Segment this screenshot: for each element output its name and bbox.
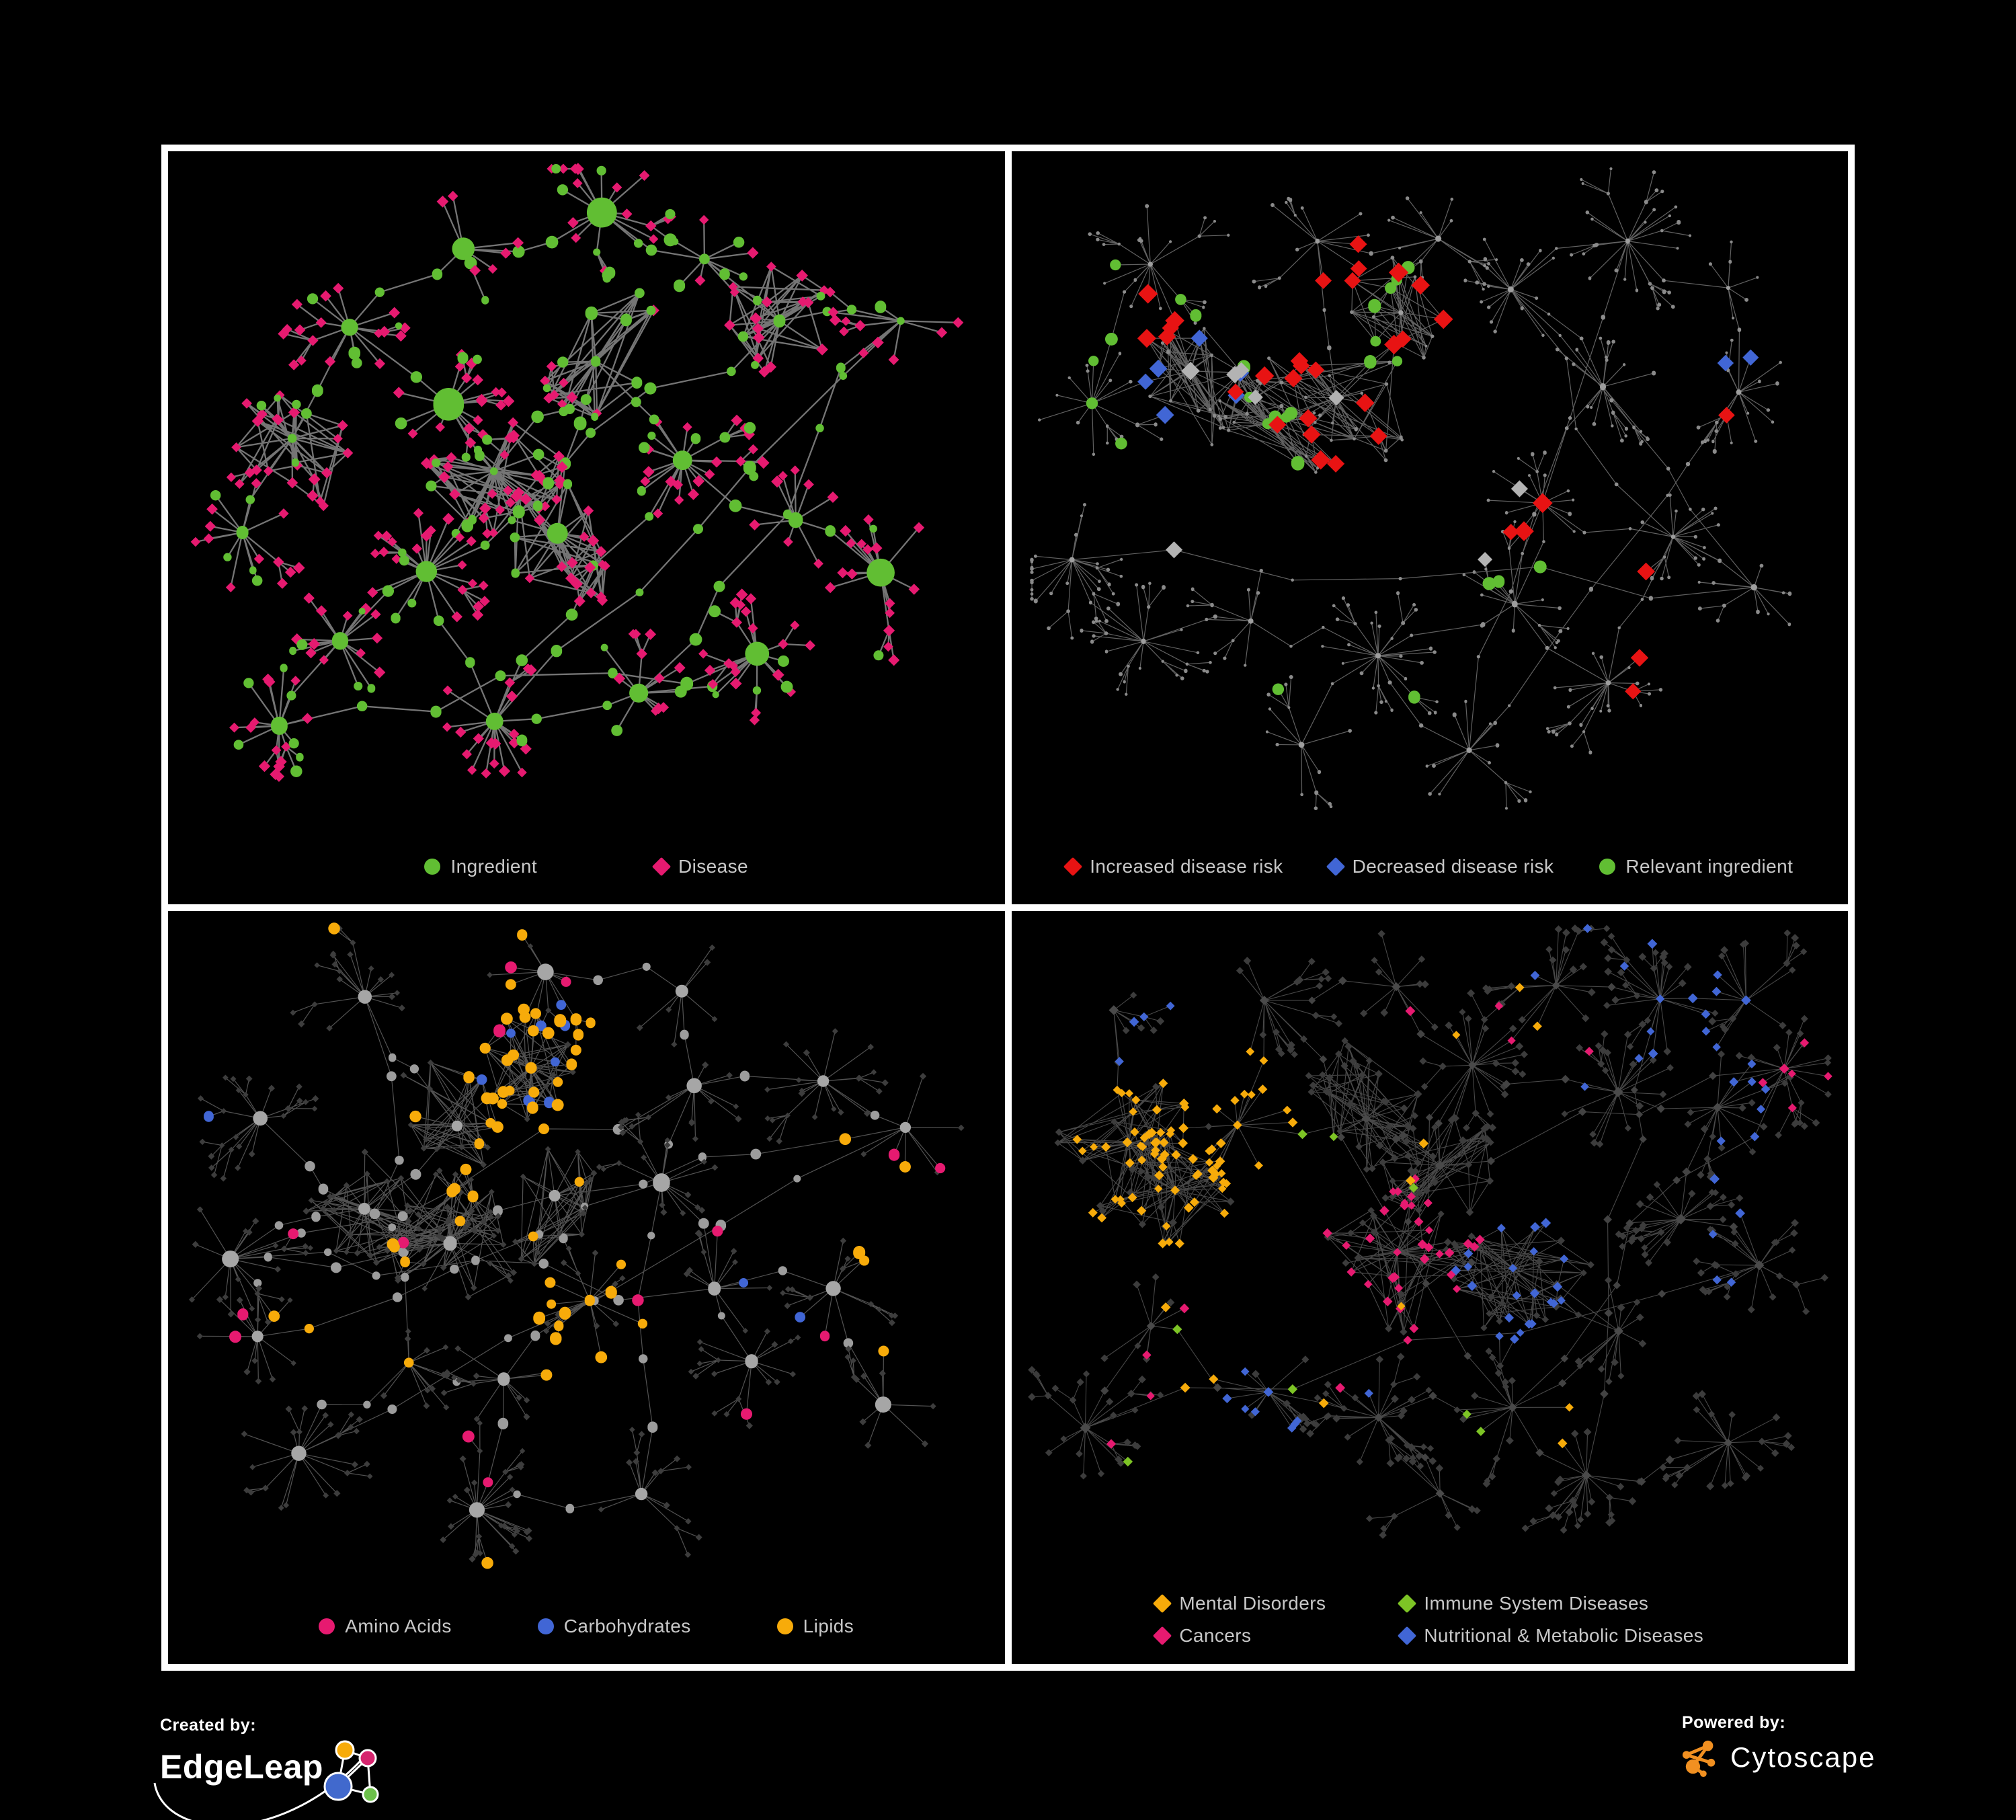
cancers-marker-icon	[1153, 1626, 1172, 1646]
edgeleap-brand-text: EdgeLeap	[160, 1748, 323, 1786]
network-graph-nutrient-classes	[188, 922, 965, 1569]
legend-nutrient-classes: Amino Acids Carbohydrates Lipids	[168, 1616, 1005, 1637]
legend-label: Relevant ingredient	[1625, 856, 1793, 877]
edgeleap-network-icon	[323, 1740, 379, 1803]
legend-label: Disease	[678, 856, 748, 877]
lipids-marker-icon	[776, 1618, 793, 1634]
legend-ingredient-disease: Ingredient Disease	[168, 856, 1005, 877]
cytoscape-icon	[1682, 1740, 1716, 1777]
legend-item-decreased-risk: Decreased disease risk	[1326, 856, 1554, 877]
legend-label: Decreased disease risk	[1352, 856, 1554, 877]
carbohydrates-marker-icon	[537, 1618, 554, 1634]
mental-disorders-marker-icon	[1153, 1593, 1172, 1614]
legend-item-disease: Disease	[651, 856, 748, 877]
decreased-risk-marker-icon	[1326, 857, 1345, 877]
increased-risk-marker-icon	[1063, 857, 1083, 877]
legend-item-lipids: Lipids	[776, 1616, 854, 1637]
disease-marker-icon	[651, 857, 672, 877]
legend-label: Carbohydrates	[563, 1616, 691, 1636]
nutritional-metabolic-marker-icon	[1398, 1626, 1417, 1646]
edgeleap-logo: Created by: EdgeLeap	[153, 1716, 387, 1820]
legend-disease-categories: Mental Disorders Immune System Diseases …	[1012, 1593, 1849, 1647]
relevant-ingredient-marker-icon	[1599, 859, 1616, 875]
legend-label: Increased disease risk	[1090, 856, 1283, 877]
network-graph-disease-categories	[1027, 924, 1832, 1539]
powered-by-label: Powered by:	[1682, 1713, 1786, 1732]
network-panel-ingredient-disease: Ingredient Disease	[168, 151, 1005, 904]
immune-system-diseases-marker-icon	[1398, 1593, 1417, 1614]
legend-item-immune-system-diseases: Immune System Diseases	[1398, 1593, 1703, 1614]
legend-label: Cancers	[1179, 1625, 1252, 1646]
cytoscape-logo: Powered by: Cytoscape	[1682, 1713, 1876, 1777]
legend-item-carbohydrates: Carbohydrates	[537, 1616, 691, 1637]
legend-item-amino-acids: Amino Acids	[319, 1616, 451, 1637]
legend-item-ingredient: Ingredient	[424, 856, 537, 877]
legend-disease-risk: Increased disease risk Decreased disease…	[1012, 856, 1849, 877]
legend-item-mental-disorders: Mental Disorders	[1153, 1593, 1400, 1614]
ingredient-marker-icon	[424, 859, 441, 875]
legend-label: Ingredient	[450, 856, 538, 877]
legend-label: Mental Disorders	[1179, 1593, 1326, 1614]
created-by-label: Created by:	[160, 1716, 257, 1735]
legend-label: Amino Acids	[345, 1616, 452, 1636]
panel-grid-frame: Ingredient Disease Increased disease ris…	[161, 145, 1855, 1671]
network-graph-disease-risk	[1029, 167, 1791, 811]
legend-label: Immune System Diseases	[1424, 1593, 1649, 1614]
legend-item-cancers: Cancers	[1153, 1625, 1400, 1647]
amino-acids-marker-icon	[319, 1618, 335, 1634]
network-panel-disease-categories: Mental Disorders Immune System Diseases …	[1011, 911, 1849, 1664]
legend-item-increased-risk: Increased disease risk	[1063, 856, 1283, 877]
legend-label: Lipids	[803, 1616, 854, 1636]
network-panel-disease-risk: Increased disease risk Decreased disease…	[1011, 151, 1849, 904]
network-panel-nutrient-classes: Amino Acids Carbohydrates Lipids	[168, 911, 1005, 1664]
network-graph-ingredient-disease	[190, 163, 964, 783]
legend-item-relevant-ingredient: Relevant ingredient	[1599, 856, 1793, 877]
legend-item-nutritional-metabolic-diseases: Nutritional & Metabolic Diseases	[1398, 1625, 1704, 1647]
cytoscape-brand-text: Cytoscape	[1730, 1741, 1876, 1773]
legend-label: Nutritional & Metabolic Diseases	[1424, 1625, 1704, 1646]
